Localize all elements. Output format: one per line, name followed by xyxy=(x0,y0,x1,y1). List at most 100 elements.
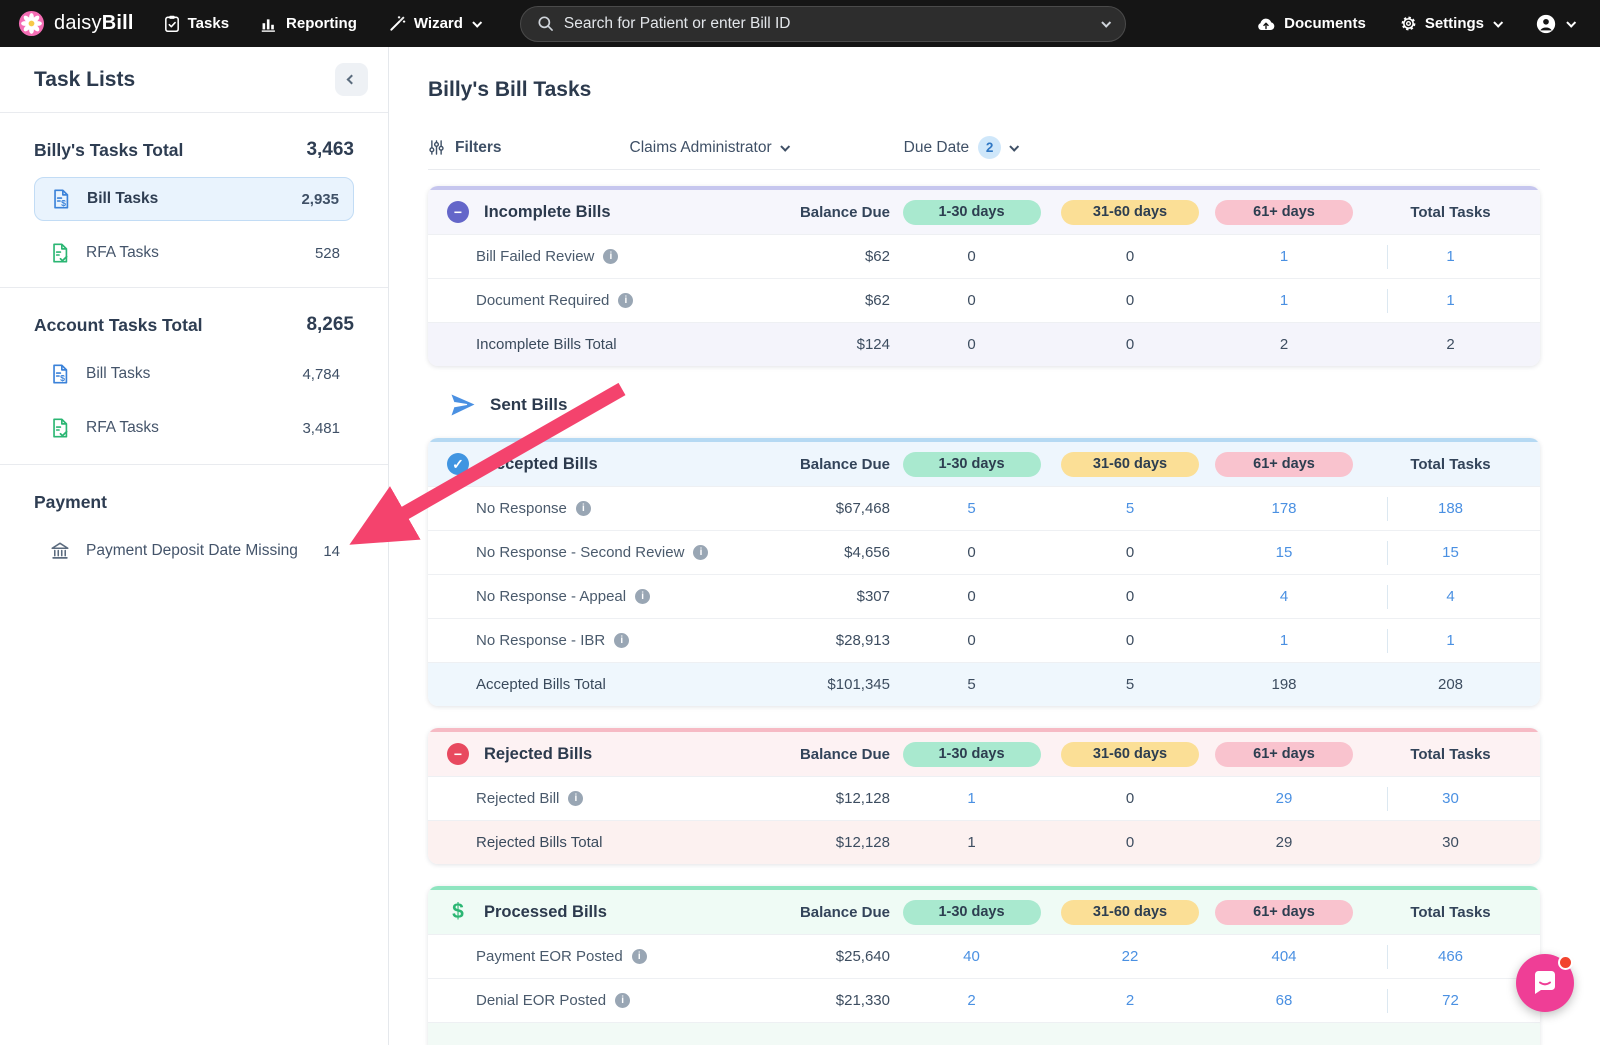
row-label: No Response - IBR xyxy=(476,632,605,649)
row-label: Rejected Bill xyxy=(476,790,559,807)
nav-documents[interactable]: Documents xyxy=(1256,15,1366,32)
info-icon[interactable]: i xyxy=(693,545,708,560)
nav-settings-label: Settings xyxy=(1425,15,1484,32)
rfa-document-icon xyxy=(48,242,72,264)
filter-label: Claims Administrator xyxy=(630,139,772,157)
search-input[interactable] xyxy=(564,15,1092,33)
cell-count: 0 xyxy=(1053,632,1207,649)
notification-dot xyxy=(1558,955,1573,970)
cell-count: 5 xyxy=(1053,500,1207,517)
total-balance-due: $124 xyxy=(740,336,890,353)
filter-due-date[interactable]: Due Date 2 xyxy=(904,136,1017,159)
dollar-icon: $ xyxy=(447,900,469,924)
sidebar-item-payment-deposit-date-missing[interactable]: Payment Deposit Date Missing 14 xyxy=(34,529,354,573)
sidebar-item-label: RFA Tasks xyxy=(86,244,159,262)
table-total-row: Rejected Bills Total$12,128102930 xyxy=(428,820,1540,864)
task-count-link[interactable]: 4 xyxy=(1446,588,1454,605)
nav-settings[interactable]: Settings xyxy=(1400,15,1501,32)
info-icon[interactable]: i xyxy=(635,589,650,604)
info-icon[interactable]: i xyxy=(576,501,591,516)
task-count-link[interactable]: 466 xyxy=(1438,948,1463,965)
table-row-payment-eor-posted: Payment EOR Postedi$25,6404022404466 xyxy=(428,934,1540,978)
row-label-cell: Denial EOR Postedi xyxy=(428,992,740,1009)
sidebar-item-account-rfa-tasks[interactable]: RFA Tasks 3,481 xyxy=(34,406,354,450)
column-header-61-days: 61+ days xyxy=(1207,452,1361,477)
table-processed-bills: $Processed BillsBalance Due1-30 days31-6… xyxy=(428,886,1540,1045)
cell-count: 0 xyxy=(1053,292,1207,309)
info-icon[interactable]: i xyxy=(568,791,583,806)
task-count-link[interactable]: 2 xyxy=(967,992,975,1009)
task-count-link[interactable]: 15 xyxy=(1276,544,1293,561)
task-count-link[interactable]: 1 xyxy=(1280,632,1288,649)
task-count-link[interactable]: 2 xyxy=(1126,992,1134,1009)
cell-total-tasks: 1 xyxy=(1361,248,1540,265)
sidebar-item-rfa-tasks[interactable]: RFA Tasks 528 xyxy=(34,231,354,275)
nav-wizard[interactable]: Wizard xyxy=(389,15,480,32)
task-count-link[interactable]: 72 xyxy=(1442,992,1459,1009)
task-count-link[interactable]: 1 xyxy=(1446,632,1454,649)
sidebar-item-bill-tasks[interactable]: $ Bill Tasks 2,935 xyxy=(34,177,354,221)
age-bucket-pill: 61+ days xyxy=(1215,452,1353,477)
task-count-link[interactable]: 68 xyxy=(1276,992,1293,1009)
section-total: 8,265 xyxy=(306,314,354,336)
column-header-31-60-days: 31-60 days xyxy=(1053,452,1207,477)
sidebar-item-account-bill-tasks[interactable]: $ Bill Tasks 4,784 xyxy=(34,352,354,396)
cell-count: 68 xyxy=(1207,992,1361,1009)
total-count: 2 xyxy=(1207,336,1361,353)
chat-widget-button[interactable] xyxy=(1516,954,1574,1012)
task-count-link[interactable]: 1 xyxy=(1446,292,1454,309)
task-count-link[interactable]: 5 xyxy=(967,500,975,517)
age-bucket-pill: 1-30 days xyxy=(903,452,1041,477)
task-count-link[interactable]: 1 xyxy=(1280,248,1288,265)
info-icon[interactable]: i xyxy=(614,633,629,648)
filters-button[interactable]: Filters xyxy=(428,139,502,157)
info-icon[interactable]: i xyxy=(632,949,647,964)
task-count-link[interactable]: 178 xyxy=(1271,500,1296,517)
nav-tasks[interactable]: Tasks xyxy=(164,15,229,32)
task-count-link[interactable]: 188 xyxy=(1438,500,1463,517)
chevron-down-icon xyxy=(1566,18,1576,28)
global-search[interactable] xyxy=(520,6,1126,42)
task-count-link[interactable]: 1 xyxy=(1446,248,1454,265)
info-icon[interactable]: i xyxy=(618,293,633,308)
sidebar-section-account-tasks: Account Tasks Total 8,265 $ Bill Tasks 4… xyxy=(0,288,388,465)
section-heading: Account Tasks Total xyxy=(34,315,203,336)
info-icon[interactable]: i xyxy=(603,249,618,264)
nav-account[interactable] xyxy=(1535,13,1574,35)
task-count-link[interactable]: 1 xyxy=(1280,292,1288,309)
age-bucket-pill: 61+ days xyxy=(1215,200,1353,225)
task-count-link[interactable]: 404 xyxy=(1271,948,1296,965)
chevron-down-icon xyxy=(1493,18,1503,28)
task-count-link[interactable]: 15 xyxy=(1442,544,1459,561)
task-count-link[interactable]: 22 xyxy=(1122,948,1139,965)
sent-bills-heading: Sent Bills xyxy=(450,388,1540,422)
brand-name: daisyBill xyxy=(54,12,134,35)
nav-documents-label: Documents xyxy=(1284,15,1366,32)
column-header-total-tasks: Total Tasks xyxy=(1361,456,1540,473)
tables-area: −Incomplete BillsBalance Due1-30 days31-… xyxy=(428,186,1540,1045)
info-icon[interactable]: i xyxy=(615,993,630,1008)
task-count-link[interactable]: 5 xyxy=(1126,500,1134,517)
table-title: Processed Bills xyxy=(484,903,607,922)
cell-total-tasks: 188 xyxy=(1361,500,1540,517)
row-label: Document Required xyxy=(476,292,609,309)
task-count-link[interactable]: 30 xyxy=(1442,790,1459,807)
task-count-link[interactable]: 4 xyxy=(1280,588,1288,605)
column-header-61-days: 61+ days xyxy=(1207,742,1361,767)
filter-claims-administrator[interactable]: Claims Administrator xyxy=(630,139,788,157)
page-title: Billy's Bill Tasks xyxy=(428,78,1540,106)
daisybill-logo[interactable]: daisyBill xyxy=(18,10,134,37)
row-label-cell: Payment EOR Postedi xyxy=(428,948,740,965)
nav-reporting[interactable]: Reporting xyxy=(261,15,357,32)
column-header-balance-due: Balance Due xyxy=(740,746,890,763)
task-count-link[interactable]: 1 xyxy=(967,790,975,807)
search-dropdown-chevron-icon[interactable] xyxy=(1101,18,1111,28)
table-accepted-bills: ✓Accepted BillsBalance Due1-30 days31-60… xyxy=(428,438,1540,706)
sidebar-collapse-button[interactable] xyxy=(335,63,368,96)
cell-count: 2 xyxy=(890,992,1053,1009)
task-count-link[interactable]: 40 xyxy=(963,948,980,965)
cell-count: 0 xyxy=(1053,544,1207,561)
task-count-link[interactable]: 29 xyxy=(1276,790,1293,807)
column-header-total-tasks: Total Tasks xyxy=(1361,904,1540,921)
filter-sliders-icon xyxy=(428,139,445,156)
